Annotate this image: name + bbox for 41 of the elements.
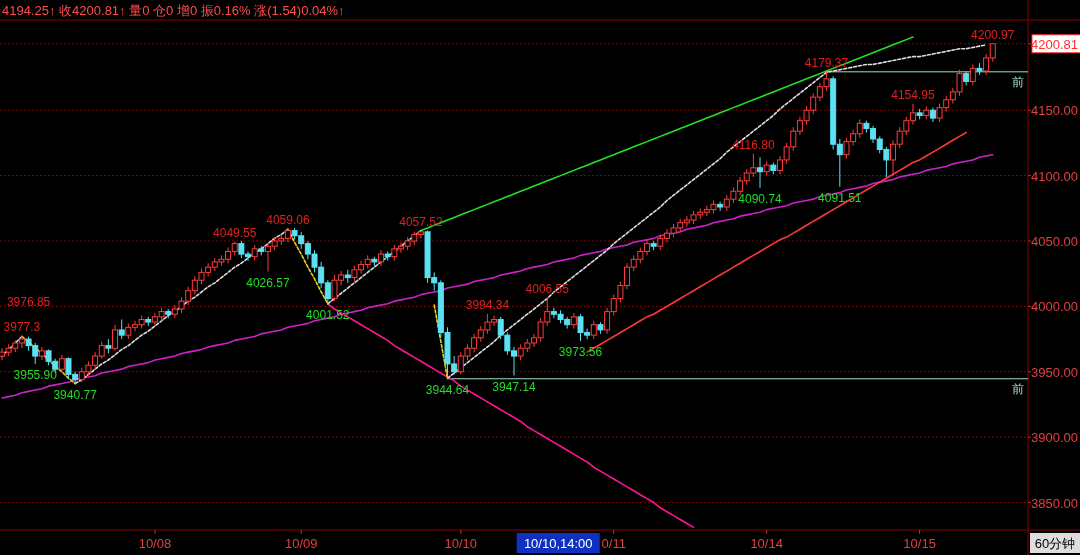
annotation: 3940.77 bbox=[53, 387, 98, 402]
candlestick bbox=[590, 320, 597, 340]
x-tick-label: 10/15 bbox=[903, 536, 936, 551]
y-tick-label: 4000.00 bbox=[1031, 299, 1078, 315]
annotation: 3973.56 bbox=[558, 344, 603, 359]
ref-line-label: 前 bbox=[1012, 74, 1024, 89]
x-tick-label: 0/11 bbox=[601, 536, 626, 551]
annotation: 4057.52 bbox=[399, 215, 443, 230]
text: 10/10,14:00 bbox=[523, 536, 593, 551]
y-tick-label: 4050.00 bbox=[1031, 234, 1078, 249]
annotation: 3955.90 bbox=[13, 368, 58, 383]
y-tick-label: 3900.00 bbox=[1031, 430, 1078, 446]
candlestick bbox=[38, 346, 45, 361]
annotation: 4154.95 bbox=[891, 87, 935, 102]
annotation: 4090.74 bbox=[738, 191, 783, 206]
annotation: 3994.34 bbox=[465, 297, 510, 312]
annotation: 3944.64 bbox=[425, 382, 470, 397]
text: 60分钟 bbox=[1034, 536, 1076, 551]
y-tick-label: 4100.00 bbox=[1031, 168, 1078, 184]
candlestick bbox=[757, 156, 764, 189]
candlestick bbox=[112, 324, 119, 352]
x-tick-label: 10/08 bbox=[138, 536, 172, 551]
x-tick-label: 10/09 bbox=[284, 536, 318, 551]
annotation: 4200.97 bbox=[971, 27, 1015, 42]
annotation: 4179.37 bbox=[804, 55, 849, 70]
annotation: 3977.3 bbox=[3, 320, 41, 335]
candlestick bbox=[717, 201, 724, 212]
candlestick bbox=[118, 318, 125, 340]
annotation: 4026.57 bbox=[246, 275, 290, 290]
y-tick-label: 4150.00 bbox=[1031, 103, 1078, 119]
candlestick bbox=[969, 63, 976, 86]
x-tick-label: 10/14 bbox=[750, 536, 783, 551]
chart-title: 4194.25↑ 收4200.81↑ 量0 仓0 增0 振0.16% 涨(1.54)0.04%↑ bbox=[2, 3, 345, 18]
annotation: 4049.55 bbox=[213, 225, 257, 240]
ref-line-label: 前 bbox=[1012, 381, 1024, 396]
x-tick-label: 10/10 bbox=[444, 536, 478, 551]
y-tick-label: 3850.00 bbox=[1031, 495, 1078, 511]
annotation: 4059.06 bbox=[266, 213, 310, 228]
annotation: 3976.85 bbox=[6, 294, 51, 309]
annotation: 3947.14 bbox=[492, 379, 537, 394]
y-tick-label: 3950.00 bbox=[1031, 364, 1078, 380]
